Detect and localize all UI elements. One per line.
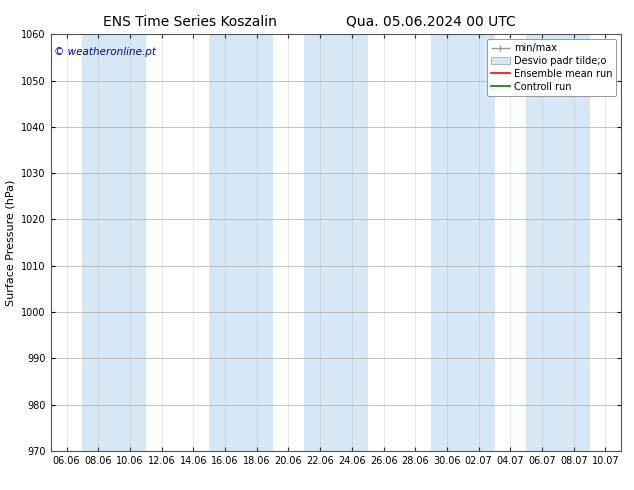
Text: Qua. 05.06.2024 00 UTC: Qua. 05.06.2024 00 UTC — [346, 15, 516, 29]
Text: ENS Time Series Koszalin: ENS Time Series Koszalin — [103, 15, 277, 29]
Bar — [82, 34, 146, 451]
Y-axis label: Surface Pressure (hPa): Surface Pressure (hPa) — [6, 179, 16, 306]
Bar — [209, 34, 273, 451]
Bar — [304, 34, 368, 451]
Bar — [431, 34, 495, 451]
Legend: min/max, Desvio padr tilde;o, Ensemble mean run, Controll run: min/max, Desvio padr tilde;o, Ensemble m… — [487, 39, 616, 96]
Bar — [526, 34, 590, 451]
Text: © weatheronline.pt: © weatheronline.pt — [53, 47, 155, 57]
